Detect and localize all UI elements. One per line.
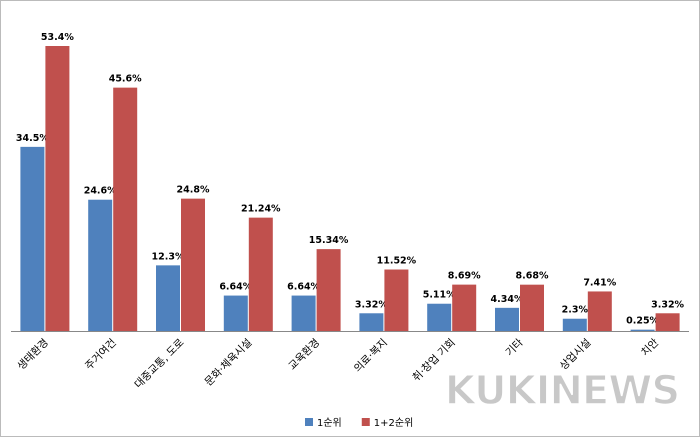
value-label: 53.4% [41, 32, 74, 43]
bar [655, 313, 680, 331]
watermark: KUKINEWS [445, 368, 679, 414]
value-label: 34.5% [16, 133, 49, 144]
value-label: 3.32% [355, 299, 388, 310]
bar [520, 284, 544, 331]
bar [384, 269, 409, 331]
value-label: 6.64% [287, 282, 320, 293]
value-label: 8.69% [448, 271, 481, 282]
bar [587, 291, 612, 331]
value-label: 3.32% [651, 299, 684, 310]
value-label: 8.68% [516, 271, 549, 282]
value-label: 4.34% [491, 294, 524, 305]
value-label: 21.24% [241, 204, 281, 215]
value-label: 7.41% [583, 277, 616, 288]
legend-swatch [305, 418, 313, 426]
value-label: 0.25% [626, 316, 659, 327]
value-label: 24.8% [177, 185, 210, 196]
bar [113, 87, 138, 331]
value-label: 6.64% [219, 282, 252, 293]
value-label: 15.34% [309, 235, 349, 246]
bar [88, 199, 113, 331]
bar [20, 146, 45, 331]
bar [630, 329, 655, 331]
bar [291, 295, 316, 331]
bar [181, 198, 205, 331]
bar [248, 217, 273, 331]
value-label: 11.52% [377, 256, 417, 267]
bar [495, 307, 519, 331]
legend-label: 1+2순위 [374, 416, 414, 429]
value-label: 5.11% [423, 290, 456, 301]
value-label: 24.6% [84, 186, 117, 197]
value-label: 12.3% [152, 251, 185, 262]
value-label: 45.6% [109, 74, 142, 85]
bar [316, 249, 341, 331]
bar [427, 303, 452, 331]
bar [452, 284, 477, 331]
bar [562, 318, 587, 331]
legend-swatch [361, 418, 370, 426]
bar [45, 46, 70, 331]
legend-label: 1순위 [317, 416, 342, 429]
value-label: 2.3% [562, 305, 589, 316]
bar [223, 295, 248, 331]
bar [359, 313, 384, 331]
bar [156, 265, 180, 331]
